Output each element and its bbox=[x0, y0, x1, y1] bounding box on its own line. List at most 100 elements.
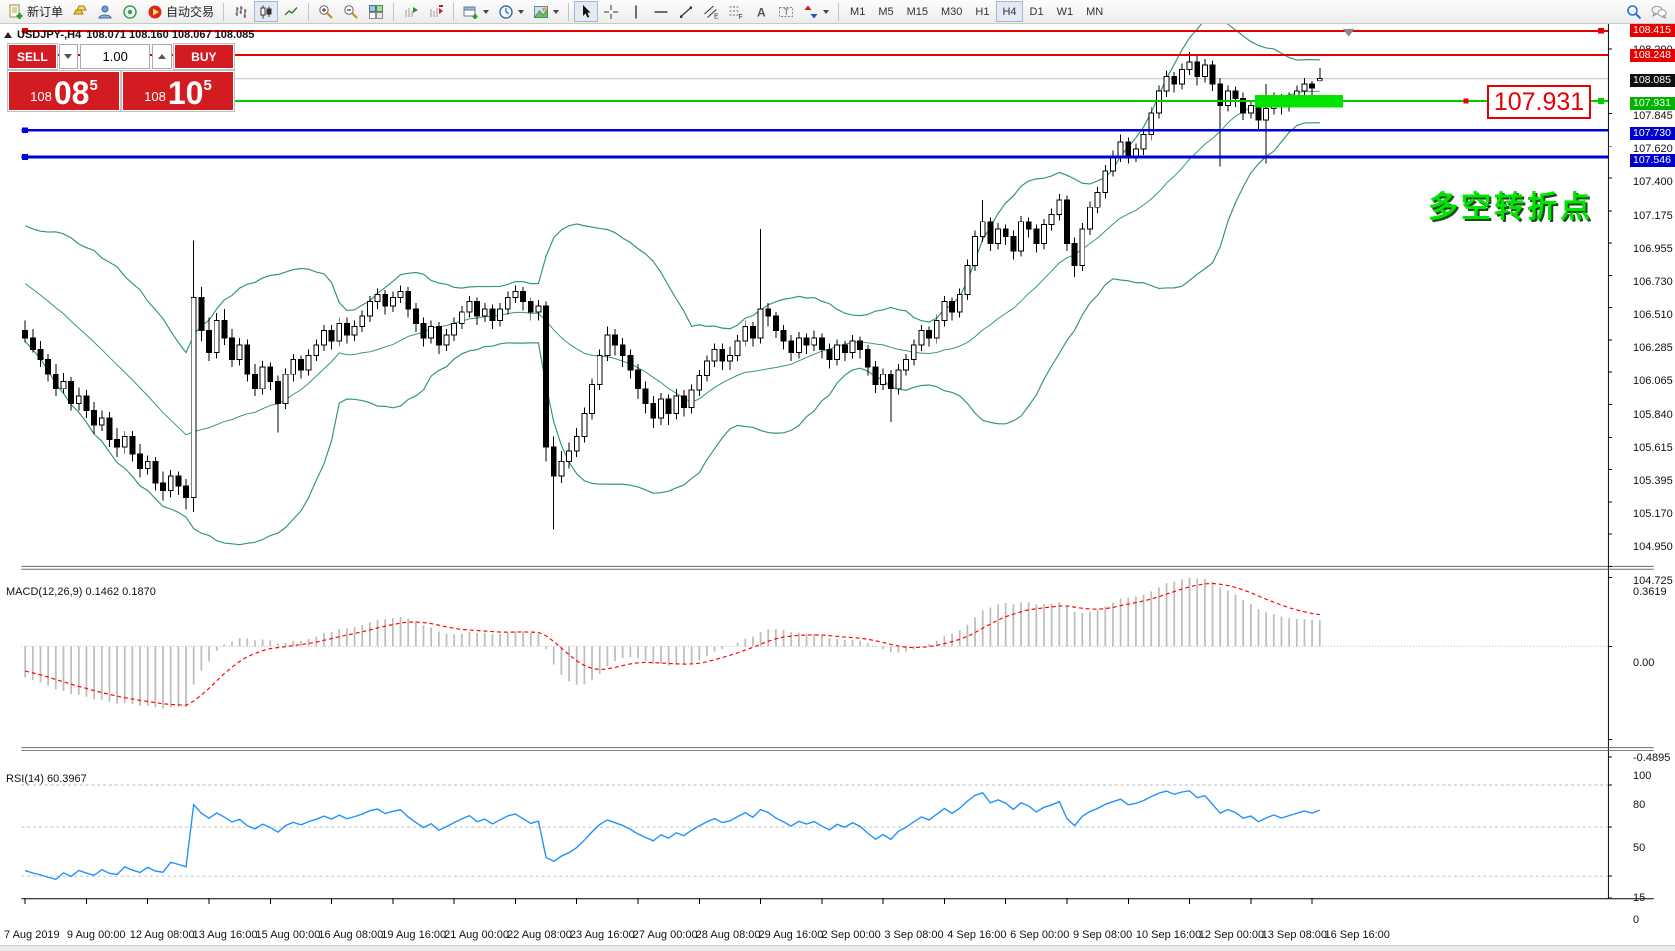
buy-button[interactable]: BUY bbox=[172, 43, 236, 70]
macd-axis-label: 0.3619 bbox=[1633, 586, 1667, 598]
new-order-label: 新订单 bbox=[27, 5, 64, 19]
trendline-button[interactable] bbox=[674, 1, 698, 22]
timeframe-W1[interactable]: W1 bbox=[1051, 1, 1080, 22]
timeframe-M15[interactable]: M15 bbox=[901, 1, 934, 22]
time-axis-label: 9 Aug 00:00 bbox=[66, 929, 126, 941]
time-axis-label: 6 Sep 00:00 bbox=[1010, 929, 1070, 941]
time-axis-label: 23 Aug 16:00 bbox=[569, 929, 635, 941]
toolbar-separator bbox=[223, 2, 225, 21]
line-chart-button[interactable] bbox=[279, 1, 303, 22]
timeframe-H4[interactable]: H4 bbox=[996, 1, 1023, 22]
macd-axis-label: 0.00 bbox=[1633, 656, 1655, 669]
rsi-axis-label: 80 bbox=[1633, 798, 1646, 811]
bar-chart-icon bbox=[235, 5, 247, 18]
zoom-in-button[interactable] bbox=[314, 1, 338, 22]
price-badge: 107.546 bbox=[1630, 153, 1675, 167]
buy-price-pip: 5 bbox=[203, 77, 212, 94]
equidistant-channel-button[interactable]: E bbox=[699, 1, 723, 22]
clock-icon bbox=[499, 4, 513, 19]
highlight-zone-rect[interactable] bbox=[1255, 94, 1343, 108]
tile-windows-button[interactable] bbox=[364, 1, 388, 22]
time-axis-label: 7 Aug 2019 bbox=[4, 929, 60, 941]
broadcast-button[interactable] bbox=[118, 1, 142, 22]
cursor-button[interactable] bbox=[574, 1, 599, 22]
time-axis-label: 12 Sep 00:00 bbox=[1198, 929, 1265, 941]
cursor-icon bbox=[583, 4, 591, 18]
sell-price-pip: 5 bbox=[89, 77, 98, 94]
toolbar-separator bbox=[453, 2, 455, 21]
toolbar-separator bbox=[838, 2, 840, 21]
auto-trading-icon bbox=[148, 5, 162, 18]
price-axis-label: 105.840 bbox=[1633, 408, 1673, 421]
rsi-axis-label: 50 bbox=[1633, 842, 1646, 854]
macd-label: MACD(12,26,9) 0.1462 0.1870 bbox=[6, 586, 156, 598]
volume-decrease-button[interactable] bbox=[58, 44, 79, 69]
fibonacci-button[interactable]: F bbox=[724, 1, 748, 22]
collapse-panel-icon[interactable] bbox=[4, 32, 12, 38]
line-chart-icon bbox=[284, 6, 298, 15]
sell-button[interactable]: SELL bbox=[7, 43, 58, 70]
rsi-label: RSI(14) 60.3967 bbox=[6, 773, 87, 785]
price-axis-label: 107.400 bbox=[1633, 176, 1673, 189]
price-badge: 108.248 bbox=[1630, 49, 1675, 63]
text-label-button[interactable]: T bbox=[774, 1, 798, 22]
period-dropdown[interactable] bbox=[494, 1, 528, 22]
timeframe-H1[interactable]: H1 bbox=[969, 1, 995, 22]
volume-input[interactable] bbox=[80, 44, 151, 69]
horizontal-line-button[interactable] bbox=[649, 1, 673, 22]
horizontal-line-objects[interactable] bbox=[21, 27, 1608, 160]
time-axis-label: 22 Aug 08:00 bbox=[507, 929, 572, 941]
timeframe-M5[interactable]: M5 bbox=[872, 1, 899, 22]
new-chart-dropdown[interactable] bbox=[459, 1, 493, 22]
chart-shift-button[interactable] bbox=[424, 1, 448, 22]
zoom-out-button[interactable] bbox=[339, 1, 363, 22]
chart-shift-marker-icon[interactable] bbox=[1342, 28, 1355, 37]
price-axis-label: 106.955 bbox=[1633, 242, 1673, 255]
sell-price[interactable]: 108 08 5 bbox=[7, 70, 121, 112]
dropdown-caret-icon bbox=[823, 9, 830, 14]
auto-scroll-button[interactable] bbox=[399, 1, 423, 22]
tile-windows-icon bbox=[369, 4, 384, 19]
down-arrow-icon bbox=[64, 54, 73, 59]
timeframe-MN[interactable]: MN bbox=[1080, 1, 1109, 22]
text-tool-button[interactable]: A bbox=[749, 1, 773, 22]
buy-price[interactable]: 108 10 5 bbox=[121, 70, 235, 112]
auto-trading-button[interactable]: 自动交易 bbox=[143, 1, 218, 22]
timeframe-M30[interactable]: M30 bbox=[935, 1, 968, 22]
search-icon bbox=[1627, 4, 1642, 19]
bar-chart-button[interactable] bbox=[229, 1, 253, 22]
support-button[interactable] bbox=[93, 1, 117, 22]
vertical-line-icon bbox=[635, 5, 637, 18]
candlestick-chart-button[interactable] bbox=[254, 1, 279, 22]
vertical-line-button[interactable] bbox=[624, 1, 648, 22]
new-order-button[interactable]: 新订单 bbox=[4, 1, 67, 22]
chart-canvas[interactable] bbox=[0, 24, 1675, 945]
gold-button[interactable] bbox=[68, 1, 92, 22]
volume-increase-button[interactable] bbox=[152, 44, 172, 69]
symbol-period-label: USDJPY-,H4 bbox=[17, 29, 82, 41]
template-dropdown[interactable] bbox=[529, 1, 563, 22]
time-axis-label: 19 Aug 16:00 bbox=[381, 929, 447, 941]
time-axis-label: 13 Aug 16:00 bbox=[192, 929, 258, 941]
chat-button[interactable] bbox=[1647, 1, 1671, 22]
crosshair-button[interactable] bbox=[599, 1, 623, 22]
time-axis-label: 12 Aug 08:00 bbox=[129, 929, 195, 941]
candlesticks bbox=[22, 51, 1323, 530]
chart-title: USDJPY-,H4 108.071 108.160 108.067 108.0… bbox=[4, 29, 254, 41]
arrows-dropdown[interactable] bbox=[799, 1, 833, 22]
status-bar bbox=[0, 945, 1675, 951]
chart-annotation[interactable]: 多空转折点 bbox=[1428, 191, 1593, 224]
fibonacci-icon: F bbox=[729, 6, 743, 20]
zoom-in-icon bbox=[319, 4, 333, 19]
timeframe-M1[interactable]: M1 bbox=[844, 1, 871, 22]
price-callout-label[interactable]: 107.931 bbox=[1487, 85, 1591, 119]
text-tool-icon: A bbox=[757, 5, 766, 19]
crosshair-icon bbox=[604, 4, 619, 19]
zoom-out-icon bbox=[344, 4, 358, 19]
price-badge: 108.415 bbox=[1630, 24, 1675, 38]
search-button[interactable] bbox=[1622, 1, 1646, 22]
fibonacci-glyph: F bbox=[739, 14, 743, 20]
broadcast-icon bbox=[123, 4, 137, 19]
timeframe-D1[interactable]: D1 bbox=[1024, 1, 1050, 22]
dropdown-caret-icon bbox=[483, 9, 490, 14]
